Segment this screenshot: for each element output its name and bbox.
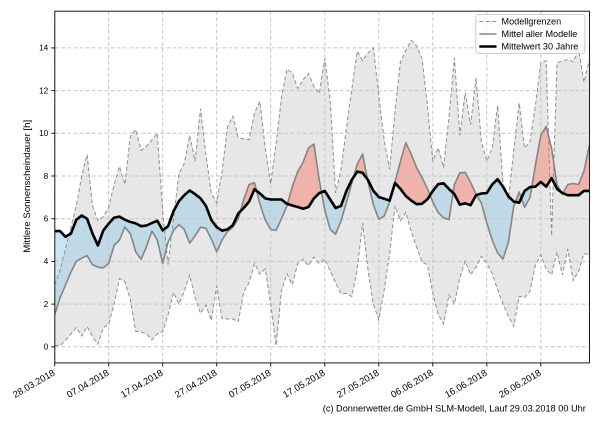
svg-text:14: 14 xyxy=(39,43,49,53)
svg-text:Mittlere Sonnenscheindauer [h]: Mittlere Sonnenscheindauer [h] xyxy=(22,120,33,253)
svg-text:Mittelwert 30 Jahre: Mittelwert 30 Jahre xyxy=(502,42,579,52)
svg-text:4: 4 xyxy=(44,256,49,266)
svg-text:10: 10 xyxy=(39,128,49,138)
svg-text:Modellgrenzen: Modellgrenzen xyxy=(502,17,562,27)
svg-text:(c) Donnerwetter.de GmbH SLM-M: (c) Donnerwetter.de GmbH SLM-Modell, Lau… xyxy=(323,403,586,413)
svg-text:8: 8 xyxy=(44,171,49,181)
svg-text:0: 0 xyxy=(44,342,49,352)
svg-text:2: 2 xyxy=(44,299,49,309)
svg-text:Mittel aller Modelle: Mittel aller Modelle xyxy=(502,29,578,39)
svg-text:12: 12 xyxy=(39,85,49,95)
svg-text:6: 6 xyxy=(44,214,49,224)
